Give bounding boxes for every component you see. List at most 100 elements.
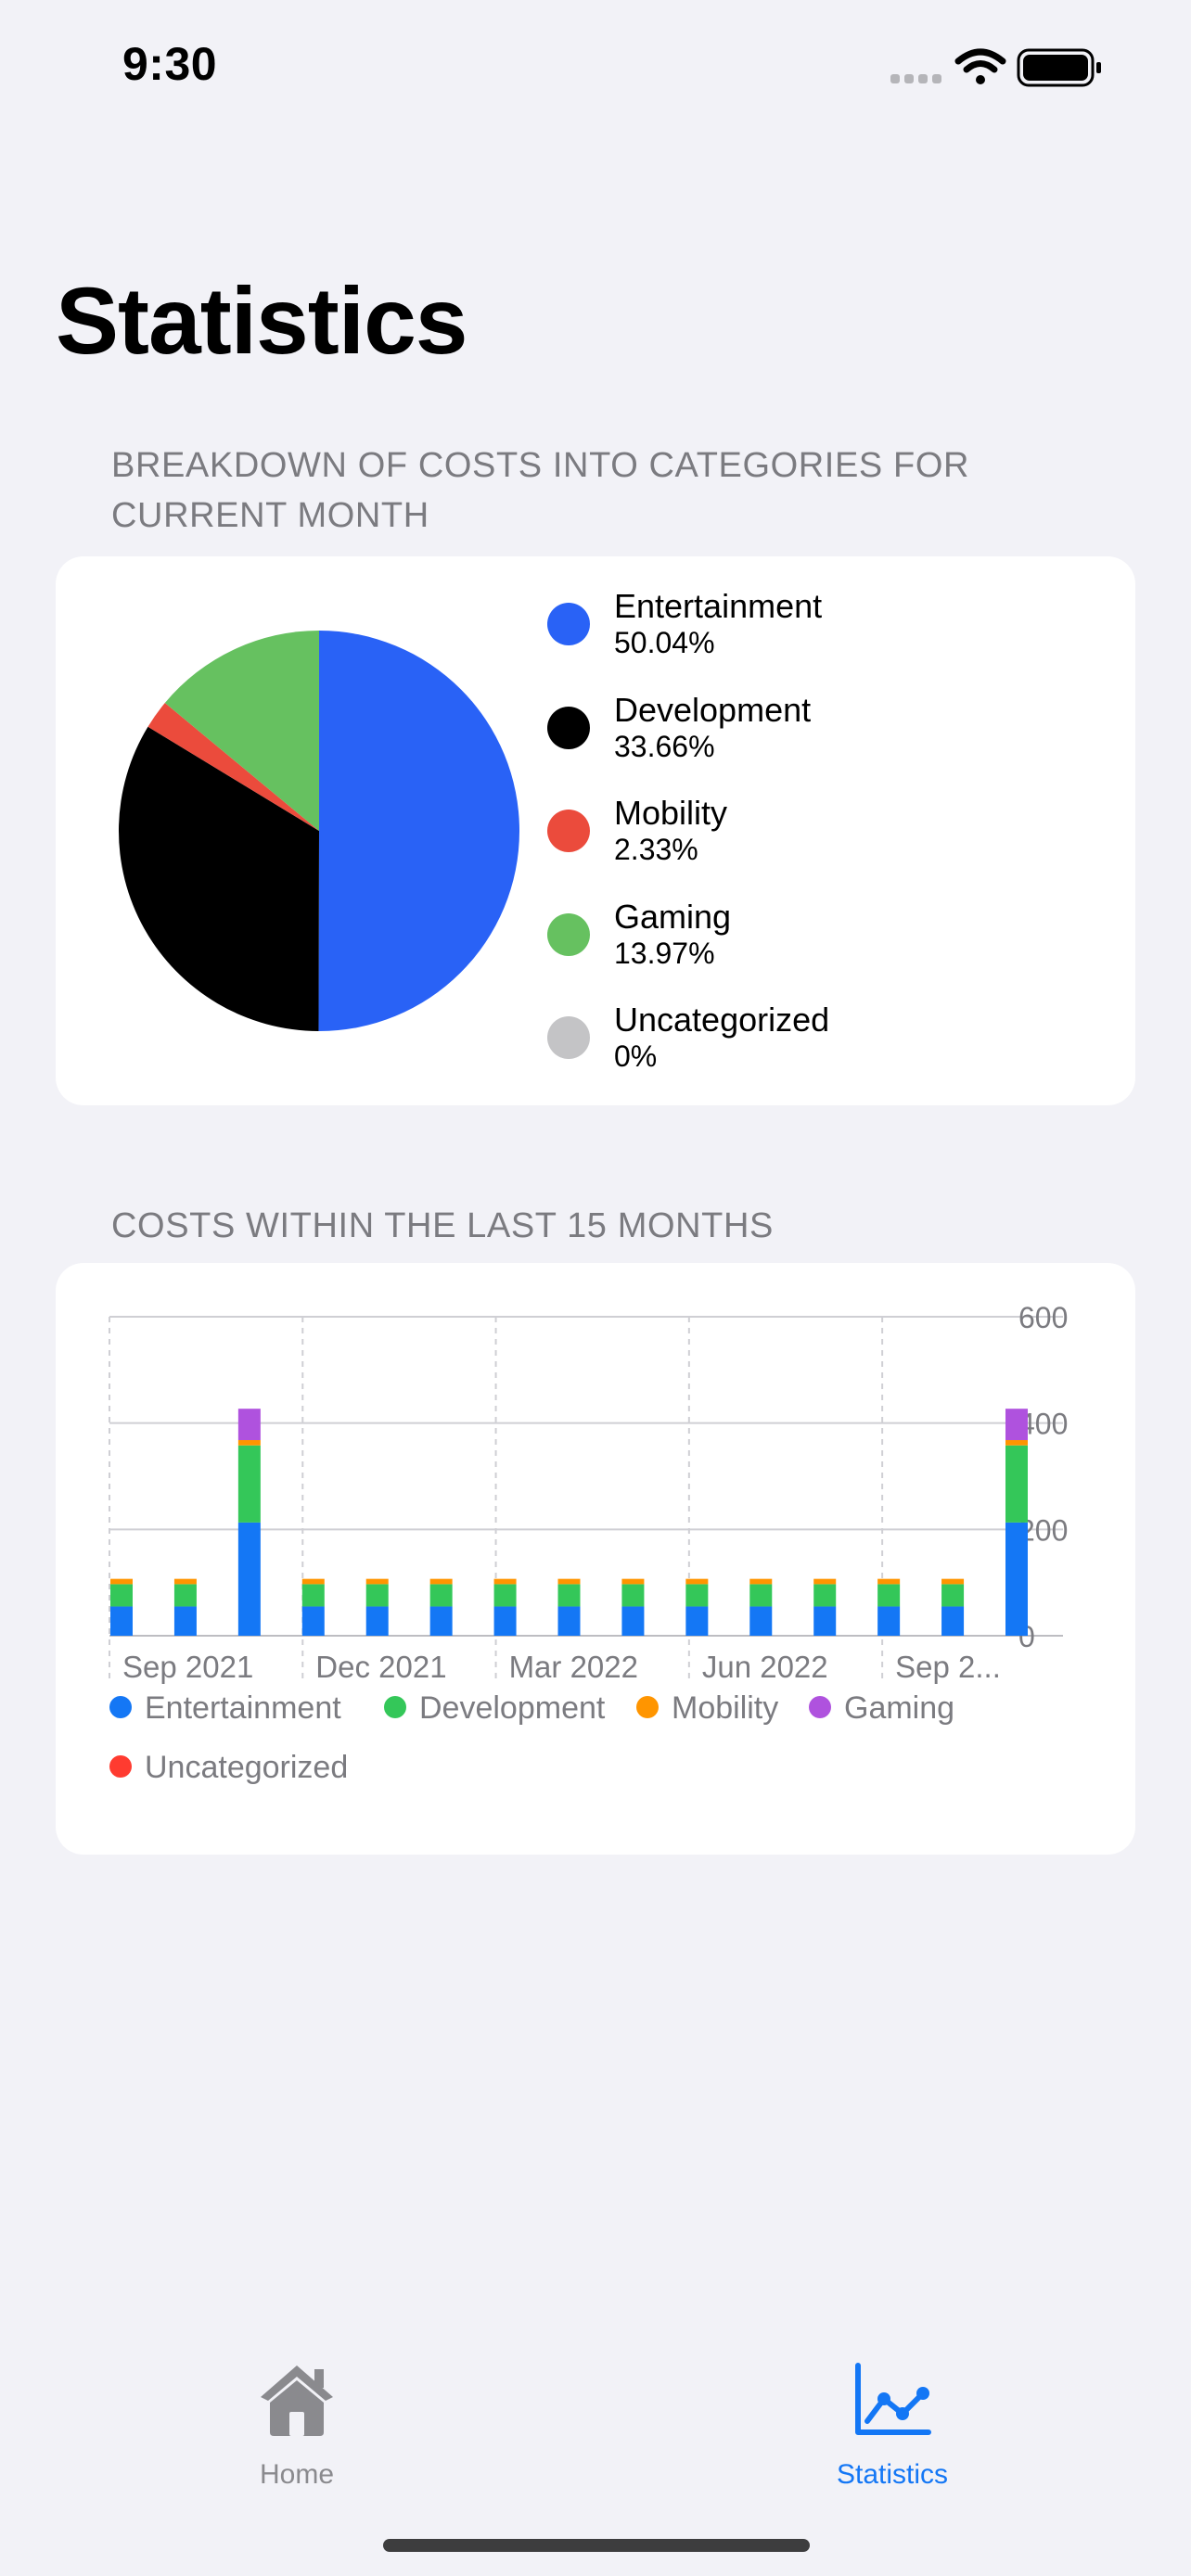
status-bar: 9:30 bbox=[0, 0, 1191, 139]
legend-color-dot bbox=[547, 810, 590, 852]
bar-segment-mobility bbox=[749, 1578, 773, 1585]
bar-chart-card: 0 200 400 600 Sep 2021 Dec 2021 Mar 2022 Jun 20… bbox=[56, 1263, 1135, 1855]
pie-section-header: BREAKDOWN OF COSTS INTO CATEGORIES FOR C… bbox=[111, 446, 970, 535]
bar-section-header: COSTS WITHIN THE LAST 15 MONTHS bbox=[111, 1206, 774, 1245]
x-tick-label: Sep 2021 bbox=[122, 1650, 253, 1684]
bar-segment-entertainment bbox=[941, 1606, 965, 1636]
legend-color-dot bbox=[109, 1755, 132, 1779]
tab-statistics[interactable]: Statistics bbox=[753, 2337, 1031, 2490]
bar-segment-development bbox=[301, 1584, 325, 1607]
legend-color-dot bbox=[547, 912, 590, 956]
status-icons bbox=[890, 48, 1101, 87]
bar-segment-entertainment bbox=[237, 1522, 261, 1636]
bar-segment-mobility bbox=[621, 1578, 645, 1585]
legend-series-name: Entertainment bbox=[145, 1690, 341, 1726]
bar-segment-entertainment bbox=[557, 1606, 581, 1636]
bar-segment-development bbox=[621, 1584, 645, 1607]
legend-color-dot bbox=[636, 1696, 659, 1719]
house-icon bbox=[261, 2366, 333, 2436]
bar-segment-entertainment bbox=[813, 1606, 837, 1636]
bar-legend-item: Gaming bbox=[809, 1690, 954, 1727]
legend-category-name: Uncategorized bbox=[614, 1001, 830, 1039]
bar-segment-entertainment bbox=[749, 1606, 773, 1636]
legend-category-name: Entertainment bbox=[614, 587, 823, 625]
bar-segment-mobility bbox=[301, 1578, 325, 1585]
bar-legend-item: Mobility bbox=[636, 1690, 778, 1727]
bar-segment-mobility bbox=[493, 1578, 517, 1585]
pie-chart bbox=[118, 631, 520, 1031]
legend-category-percent: 13.97% bbox=[614, 936, 715, 970]
tab-home-label: Home bbox=[259, 2459, 335, 2490]
legend-color-dot bbox=[384, 1696, 406, 1719]
legend-category-percent: 0% bbox=[614, 1039, 658, 1073]
legend-series-name: Development bbox=[419, 1690, 606, 1726]
bar-segment-development bbox=[1005, 1445, 1028, 1523]
x-tick-label: Mar 2022 bbox=[509, 1650, 638, 1684]
page-title: Statistics bbox=[56, 268, 468, 374]
bar-segment-entertainment bbox=[877, 1606, 901, 1636]
tab-home[interactable]: Home bbox=[158, 2337, 436, 2490]
status-time: 9:30 bbox=[122, 38, 218, 90]
legend-category-percent: 50.04% bbox=[614, 626, 715, 659]
bar-segment-development bbox=[685, 1584, 709, 1607]
bar-segment-mobility bbox=[941, 1578, 965, 1585]
cellular-signal-icon bbox=[890, 74, 941, 83]
bar-segment-mobility bbox=[557, 1578, 581, 1585]
legend-series-name: Gaming bbox=[844, 1690, 955, 1726]
x-tick-label: Sep 2... bbox=[895, 1650, 1001, 1684]
bar-segment-development bbox=[365, 1584, 389, 1607]
pie-slice-development bbox=[118, 726, 320, 1031]
y-tick-label: 600 bbox=[1018, 1301, 1068, 1334]
bar-segment-mobility bbox=[685, 1578, 709, 1585]
legend-category-percent: 33.66% bbox=[614, 729, 715, 763]
legend-category-percent: 2.33% bbox=[614, 833, 698, 866]
wifi-icon bbox=[954, 48, 1006, 84]
bar-segment-entertainment bbox=[685, 1606, 709, 1636]
bar-segment-development bbox=[941, 1584, 965, 1607]
legend-series-name: Mobility bbox=[672, 1690, 779, 1726]
bar-segment-development bbox=[237, 1445, 261, 1523]
bar-segment-entertainment bbox=[301, 1606, 325, 1636]
pie-slice-entertainment bbox=[318, 631, 520, 1031]
bar-segment-development bbox=[813, 1584, 837, 1607]
bar-segment-entertainment bbox=[621, 1606, 645, 1636]
legend-category-name: Development bbox=[614, 690, 812, 729]
bar-segment-entertainment bbox=[173, 1606, 197, 1636]
bar-segment-entertainment bbox=[429, 1606, 453, 1636]
bar-segment-mobility bbox=[813, 1578, 837, 1585]
x-tick-label: Jun 2022 bbox=[702, 1650, 828, 1684]
x-tick-label: Dec 2021 bbox=[315, 1650, 446, 1684]
bar-legend-item: Uncategorized bbox=[109, 1749, 348, 1786]
bar-legend-item: Entertainment bbox=[109, 1690, 341, 1727]
bar-segment-mobility bbox=[365, 1578, 389, 1585]
battery-icon bbox=[1017, 48, 1101, 87]
bar-segment-development bbox=[493, 1584, 517, 1607]
bar-segment-entertainment bbox=[365, 1606, 389, 1636]
chart-line-icon bbox=[855, 2363, 931, 2435]
legend-category-name: Mobility bbox=[614, 794, 728, 832]
pie-slice-gaming bbox=[164, 631, 319, 831]
legend-category-name: Gaming bbox=[614, 897, 732, 936]
bar-legend-item: Development bbox=[384, 1690, 605, 1727]
tab-statistics-label: Statistics bbox=[836, 2459, 949, 2490]
bar-segment-entertainment bbox=[1005, 1522, 1028, 1636]
pie-slice-mobility bbox=[147, 703, 319, 831]
legend-color-dot bbox=[547, 706, 590, 749]
legend-color-dot bbox=[547, 1016, 590, 1059]
bar-segment-mobility bbox=[429, 1578, 453, 1585]
tab-bar: Home Statistics bbox=[0, 2337, 1191, 2576]
bar-segment-mobility bbox=[237, 1440, 261, 1446]
legend-color-dot bbox=[547, 603, 590, 645]
legend-color-dot bbox=[109, 1696, 132, 1719]
legend-series-name: Uncategorized bbox=[145, 1750, 349, 1785]
bar-segment-development bbox=[173, 1584, 197, 1607]
legend-color-dot bbox=[809, 1696, 831, 1719]
bar-segment-mobility bbox=[110, 1578, 133, 1585]
home-indicator bbox=[383, 2539, 810, 2552]
bar-segment-gaming bbox=[1005, 1409, 1028, 1441]
bar-segment-development bbox=[429, 1584, 453, 1607]
bar-segment-entertainment bbox=[493, 1606, 517, 1636]
pie-chart-card: Entertainment 50.04% Development 33.66% Mobi… bbox=[56, 556, 1135, 1105]
bar-segment-development bbox=[749, 1584, 773, 1607]
